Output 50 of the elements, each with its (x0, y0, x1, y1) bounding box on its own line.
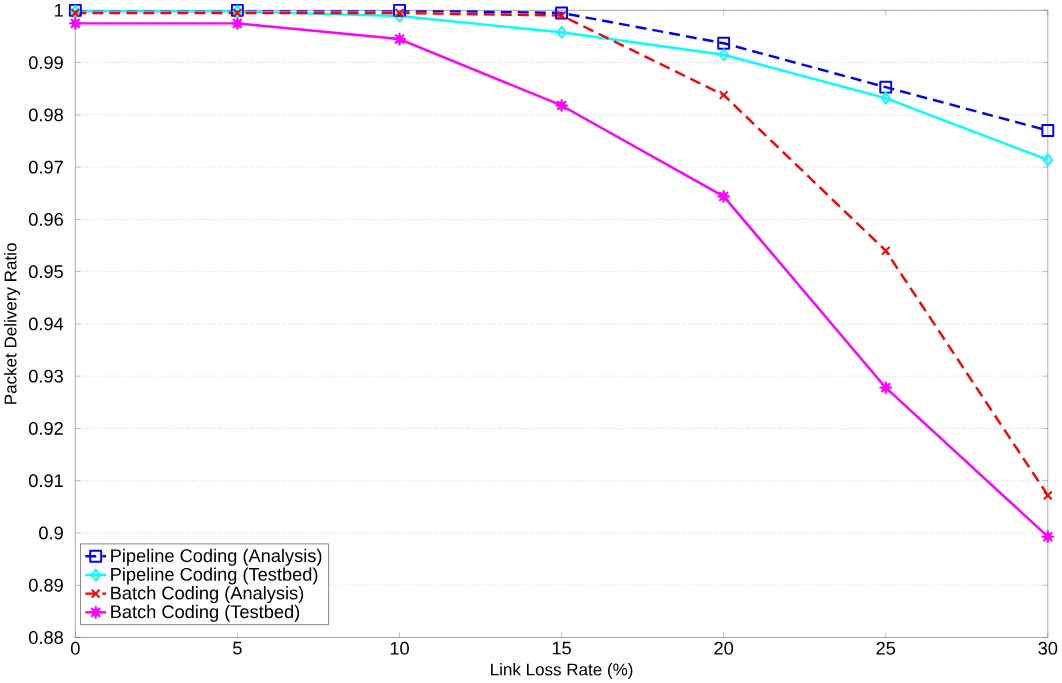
point (1041, 530, 1055, 544)
point (1042, 490, 1053, 501)
y-tick-label: 0.94 (28, 317, 64, 331)
point (555, 99, 569, 112)
point (556, 10, 567, 21)
point (555, 6, 569, 20)
point (879, 80, 893, 94)
y-tick-label: 0.97 (28, 160, 63, 174)
point (1042, 153, 1053, 167)
point (718, 48, 729, 62)
x-tick-label: 20 (714, 641, 734, 655)
y-axis-title: Packet Delivery Ratio (4, 243, 20, 404)
point (70, 8, 81, 18)
point (880, 245, 891, 256)
point (879, 381, 893, 395)
legend-label: Batch Coding (Testbed) (111, 604, 300, 622)
point (394, 9, 405, 23)
x-tick-label: 5 (233, 641, 242, 655)
legend-label: Batch Coding (Analysis) (111, 586, 304, 604)
point (393, 32, 406, 46)
y-tick-label: 0.95 (28, 265, 63, 279)
x-tick-label: 15 (552, 641, 571, 655)
point (1041, 124, 1055, 137)
point (230, 16, 244, 30)
x-tick-label: 10 (390, 641, 409, 655)
point (717, 189, 731, 203)
point (394, 8, 405, 18)
x-tick-label: 30 (1038, 641, 1058, 655)
y-tick-label: 0.92 (28, 422, 63, 435)
y-tick-label: 0.93 (28, 369, 63, 383)
x-axis-title: Link Loss Rate (%) (491, 663, 633, 679)
point (556, 25, 567, 39)
legend-label: Pipeline Coding (Testbed) (111, 567, 318, 585)
y-tick-label: 0.9 (39, 526, 63, 540)
y-tick-label: 0.88 (28, 631, 63, 644)
y-tick-label: 1 (55, 4, 63, 17)
x-tick-label: 25 (876, 641, 896, 655)
legend-label: Pipeline Coding (Analysis) (111, 548, 322, 566)
point (393, 3, 406, 17)
y-tick-label: 0.89 (28, 578, 63, 592)
y-tick-label: 0.96 (28, 212, 63, 226)
point (880, 91, 891, 105)
point (718, 90, 729, 100)
point (232, 8, 243, 18)
y-tick-label: 0.91 (28, 474, 63, 488)
y-tick-label: 0.98 (28, 108, 63, 122)
point (68, 16, 82, 30)
point (717, 36, 731, 50)
x-tick-label: 0 (70, 641, 80, 655)
y-tick-label: 0.99 (28, 56, 63, 70)
